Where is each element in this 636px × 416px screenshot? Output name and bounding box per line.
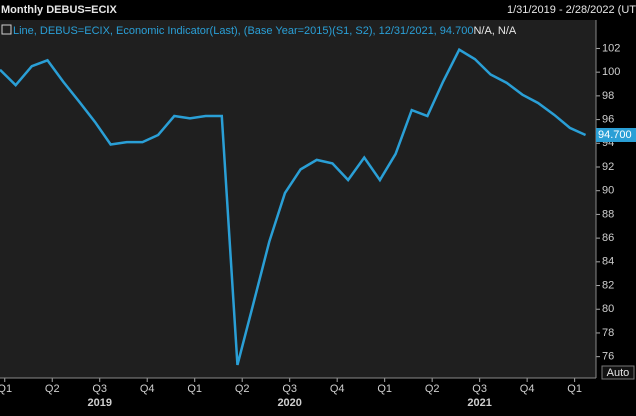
legend-extra: N/A, N/A <box>473 25 516 37</box>
y-tick-label: 78 <box>602 327 614 339</box>
x-tick-label: Q1 <box>187 383 202 395</box>
x-tick-label: Q3 <box>92 383 107 395</box>
auto-button[interactable] <box>601 365 635 380</box>
auto-button-label[interactable]: Auto <box>607 367 630 379</box>
x-tick-label: Q3 <box>472 383 487 395</box>
year-label: 2019 <box>87 397 111 409</box>
y-tick-label: 82 <box>602 279 614 291</box>
x-tick-label: Q1 <box>567 383 582 395</box>
y-tick-label: 98 <box>602 90 614 102</box>
line-series <box>0 47 587 366</box>
y-tick-label: 100 <box>602 66 620 78</box>
x-tick-label: Q2 <box>235 383 250 395</box>
x-tick-label: Q4 <box>140 383 155 395</box>
y-tick-label: 92 <box>602 161 614 173</box>
x-tick-label: Q4 <box>330 383 345 395</box>
y-tick-label: 84 <box>602 256 614 268</box>
x-tick-label: Q2 <box>425 383 440 395</box>
y-tick-label: 80 <box>602 303 614 315</box>
legend-text: Line, DEBUS=ECIX, Economic Indicator(Las… <box>13 25 473 37</box>
legend-icon[interactable] <box>1 24 12 35</box>
y-tick-label: 88 <box>602 208 614 220</box>
chart-title: Monthly DEBUS=ECIX <box>1 4 117 16</box>
year-label: 2021 <box>467 397 491 409</box>
x-tick-label: Q3 <box>282 383 297 395</box>
last-value-label: 94.700 <box>598 129 632 141</box>
year-label: 2020 <box>277 397 301 409</box>
y-tick-label: 90 <box>602 185 614 197</box>
x-tick-label: Q2 <box>45 383 60 395</box>
y-tick-label: 86 <box>602 232 614 244</box>
y-tick-label: 102 <box>602 42 620 54</box>
y-tick-label: 96 <box>602 113 614 125</box>
plot-area <box>0 20 596 378</box>
x-tick-label: Q1 <box>377 383 392 395</box>
date-range: 1/31/2019 - 2/28/2022 (UT <box>507 4 636 16</box>
last-value-box <box>596 127 636 142</box>
y-tick-label: 76 <box>602 351 614 363</box>
x-tick-label: Q4 <box>520 383 535 395</box>
x-tick-label: Q1 <box>0 383 12 395</box>
